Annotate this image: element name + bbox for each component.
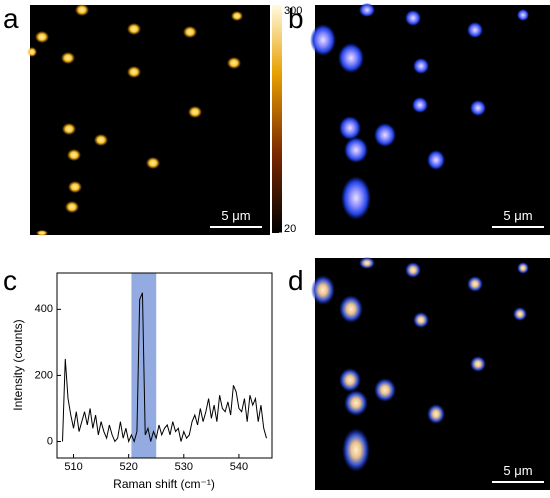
scale-bar-label: 5 μm (221, 208, 250, 223)
y-tick-label: 0 (47, 435, 53, 447)
x-tick-label: 510 (64, 461, 82, 473)
spots-a (27, 4, 243, 236)
spots-d (311, 257, 529, 472)
plot-frame (56, 272, 273, 459)
y-tick-label: 200 (35, 369, 53, 381)
scale-bar-label: 5 μm (503, 463, 532, 478)
panel-label: d (288, 265, 304, 296)
y-axis-label: Intensity (counts) (11, 319, 25, 410)
panel-label: b (288, 3, 304, 34)
scale-bar-label: 5 μm (503, 208, 532, 223)
x-tick-label: 540 (230, 461, 248, 473)
colorbar-tick-label: 300 (284, 5, 302, 17)
y-tick-label: 400 (35, 303, 53, 315)
spots-b (310, 3, 529, 220)
colorbar (272, 5, 282, 233)
image-a (30, 5, 270, 235)
x-tick-label: 530 (175, 461, 193, 473)
spectrum-line (62, 292, 267, 444)
x-tick-label: 520 (119, 461, 137, 473)
panel-label: a (3, 3, 19, 34)
panel-label: c (3, 265, 17, 296)
x-axis-label: Raman shift (cm⁻¹) (113, 477, 215, 491)
colorbar-tick-label: 20 (284, 223, 296, 235)
